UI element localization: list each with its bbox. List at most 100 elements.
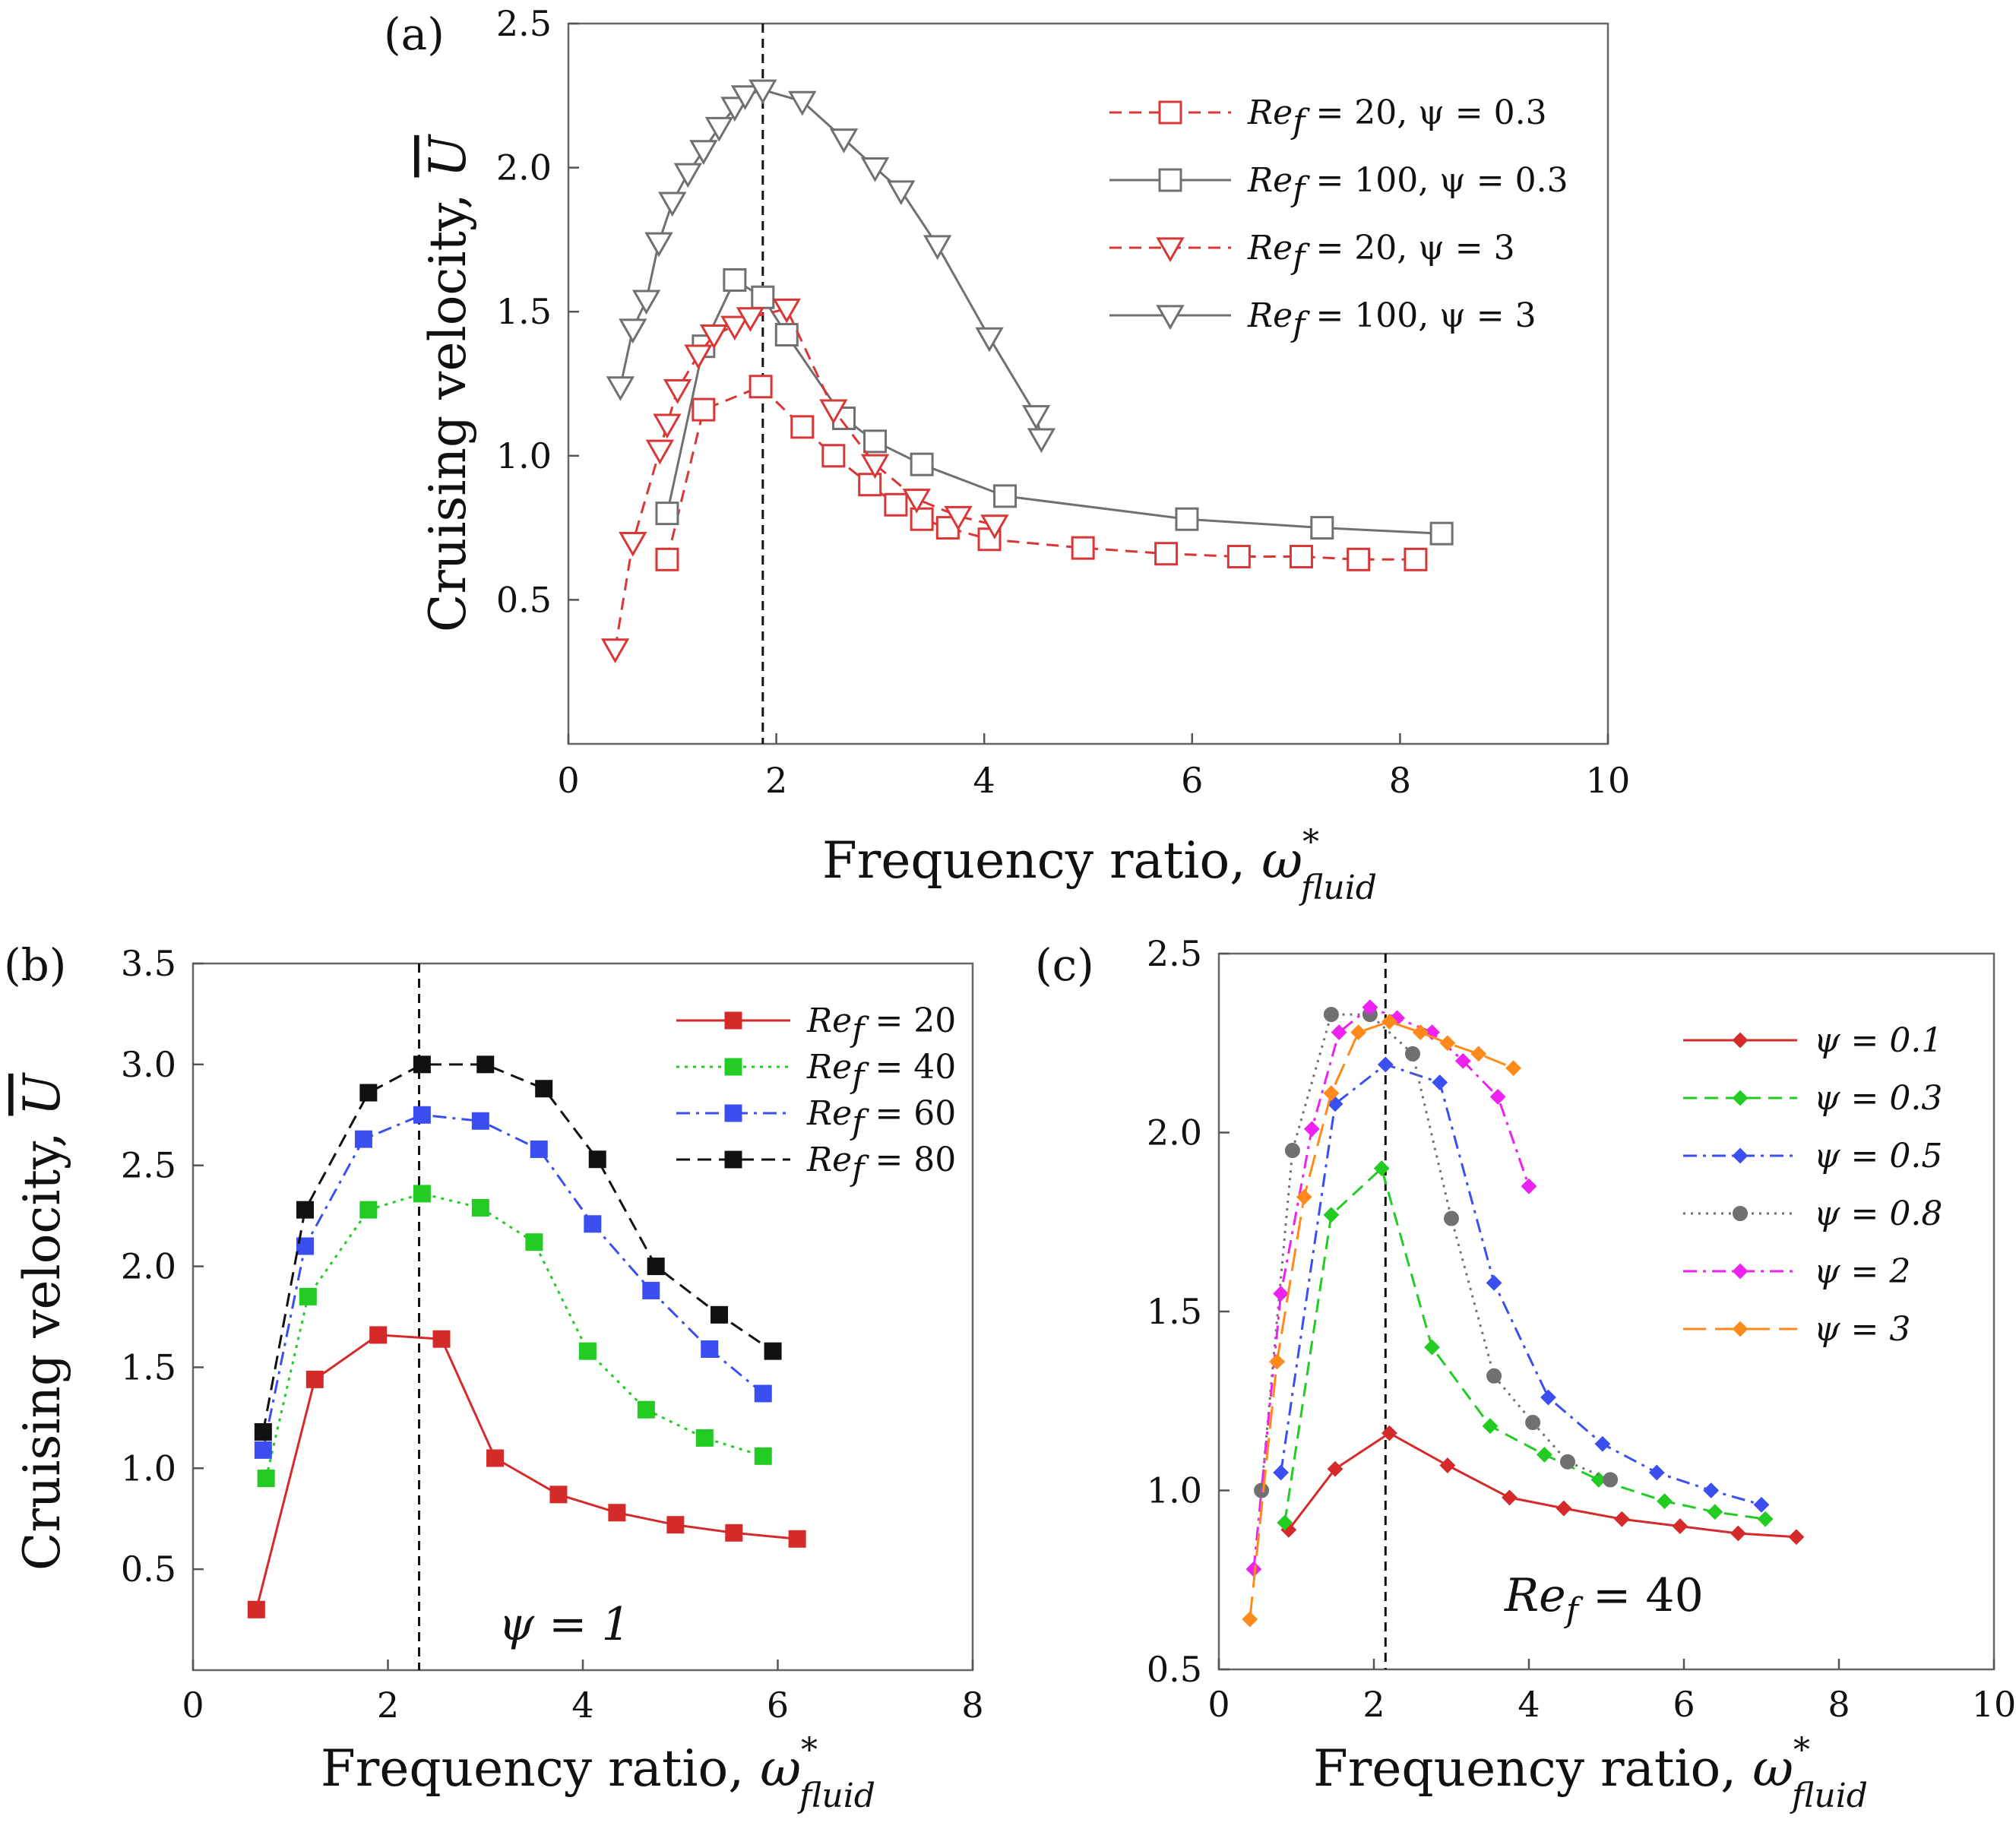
data-point [1404, 547, 1428, 571]
x-tick-label: 2 [377, 1685, 399, 1726]
y-tick-label: 1.0 [121, 1448, 176, 1489]
data-point [699, 324, 729, 350]
panel-b-label: (b) [4, 939, 66, 991]
data-point [1613, 1511, 1630, 1527]
data-point [1323, 1085, 1340, 1102]
series-1 [655, 375, 1428, 571]
data-point [720, 315, 749, 341]
series-3 [600, 298, 1009, 663]
legend-label: ψ = 0.1 [1814, 1021, 1942, 1060]
y-tick-label: 2.5 [121, 1145, 176, 1186]
legend-marker [1158, 100, 1182, 125]
data-point [1470, 1046, 1487, 1062]
data-point [1412, 1024, 1429, 1041]
data-point [413, 1106, 431, 1124]
data-point [725, 1524, 743, 1542]
data-point [723, 267, 747, 292]
data-point [655, 502, 679, 526]
data-point [1021, 405, 1051, 430]
data-point [637, 1400, 655, 1419]
legend-entry: Ref = 40 [676, 1048, 956, 1096]
data-point [860, 157, 890, 182]
series-5 [1245, 999, 1537, 1577]
data-point [666, 1516, 685, 1534]
panel-b-ticks: 0 2 4 6 8 0.5 1.0 1.5 2.0 2.5 3.0 3.5 [121, 943, 984, 1726]
data-point [1444, 1210, 1459, 1226]
panel-a: (a) 0 2 4 6 8 10 0.5 1.0 1.5 2.0 2.5 Ref = 20, ψ =… [384, 3, 1630, 907]
legend-marker [1732, 1321, 1749, 1337]
data-point [689, 140, 718, 165]
data-point [476, 1055, 495, 1074]
panel-c-series [1242, 999, 1805, 1628]
x-tick-label: 8 [1389, 760, 1411, 801]
series-line [1252, 1006, 1530, 1570]
legend-label: ψ = 0.8 [1814, 1194, 1942, 1233]
data-point [884, 492, 908, 517]
x-tick-label: 8 [1828, 1684, 1850, 1725]
data-point [1381, 1014, 1397, 1030]
data-point [829, 128, 859, 153]
x-tick-label: 8 [961, 1685, 983, 1726]
y-tick-label: 2.5 [496, 3, 552, 44]
legend-marker [1732, 1263, 1749, 1280]
y-tick-label: 2.0 [496, 147, 552, 188]
data-point [774, 323, 799, 347]
data-point [631, 290, 661, 315]
y-tick-label: 1.0 [1147, 1470, 1202, 1511]
data-point [644, 232, 673, 258]
series-2 [1277, 1160, 1774, 1531]
panel-b-ylabel: Cruising velocity, U [13, 1071, 71, 1571]
data-point [887, 180, 916, 206]
data-point [1648, 1464, 1665, 1481]
x-tick-label: 2 [765, 760, 787, 801]
data-point [1323, 1007, 1339, 1023]
data-point [1331, 1024, 1347, 1041]
data-point [254, 1441, 272, 1459]
series-1 [247, 1326, 806, 1618]
legend-label: Ref = 100, ψ = 0.3 [1247, 161, 1568, 209]
data-point [254, 1422, 272, 1441]
data-point [1289, 545, 1313, 569]
data-point [1560, 1454, 1575, 1470]
data-point [944, 505, 973, 531]
data-point [296, 1237, 314, 1255]
panel-c: (c) 0 2 4 6 8 100.51.01.52.02.5 ψ = 0.1ψ = 0.… [1035, 933, 2016, 1815]
legend-marker [1156, 237, 1185, 263]
data-point [1242, 1611, 1258, 1628]
data-point [754, 1384, 772, 1403]
x-tick-label: 10 [1972, 1684, 2016, 1725]
data-point [1753, 1496, 1770, 1513]
data-point [1327, 1460, 1343, 1477]
panel-a-ticks: 0 2 4 6 8 10 0.5 1.0 1.5 2.0 2.5 [496, 3, 1630, 801]
data-point [1703, 1482, 1720, 1498]
x-tick-label: 6 [767, 1685, 789, 1726]
y-tick-label: 3.0 [121, 1044, 176, 1085]
legend-marker [1156, 305, 1185, 331]
data-point [754, 1447, 772, 1465]
data-point [1540, 1389, 1556, 1406]
y-tick-label: 0.5 [1147, 1649, 1202, 1690]
legend-entry: ψ = 0.1 [1683, 1021, 1942, 1060]
data-point [663, 379, 692, 404]
data-point [413, 1185, 431, 1203]
data-point [1303, 1121, 1320, 1137]
legend-label: Ref = 100, ψ = 3 [1247, 296, 1537, 344]
data-point [701, 1340, 719, 1359]
data-point [1277, 1514, 1293, 1531]
data-point [645, 439, 675, 465]
series-3 [254, 1106, 772, 1459]
data-point [748, 375, 773, 399]
data-point [413, 1055, 431, 1074]
data-point [975, 327, 1004, 353]
data-point [530, 1140, 548, 1158]
panel-b: (b) 0 2 4 6 80.51.01.52.02.53.03.5 Ref = 20R… [4, 939, 984, 1815]
panel-c-ticks: 0 2 4 6 8 10 0.5 1.0 1.5 2.0 2.5 [1147, 933, 2016, 1725]
data-point [751, 285, 775, 309]
data-point [584, 1215, 602, 1233]
legend-entry: Ref = 20, ψ = 0.3 [1109, 93, 1547, 141]
data-point [790, 415, 815, 439]
data-point [1521, 1178, 1537, 1194]
data-point [1454, 1052, 1471, 1069]
series-6 [1242, 1014, 1522, 1628]
